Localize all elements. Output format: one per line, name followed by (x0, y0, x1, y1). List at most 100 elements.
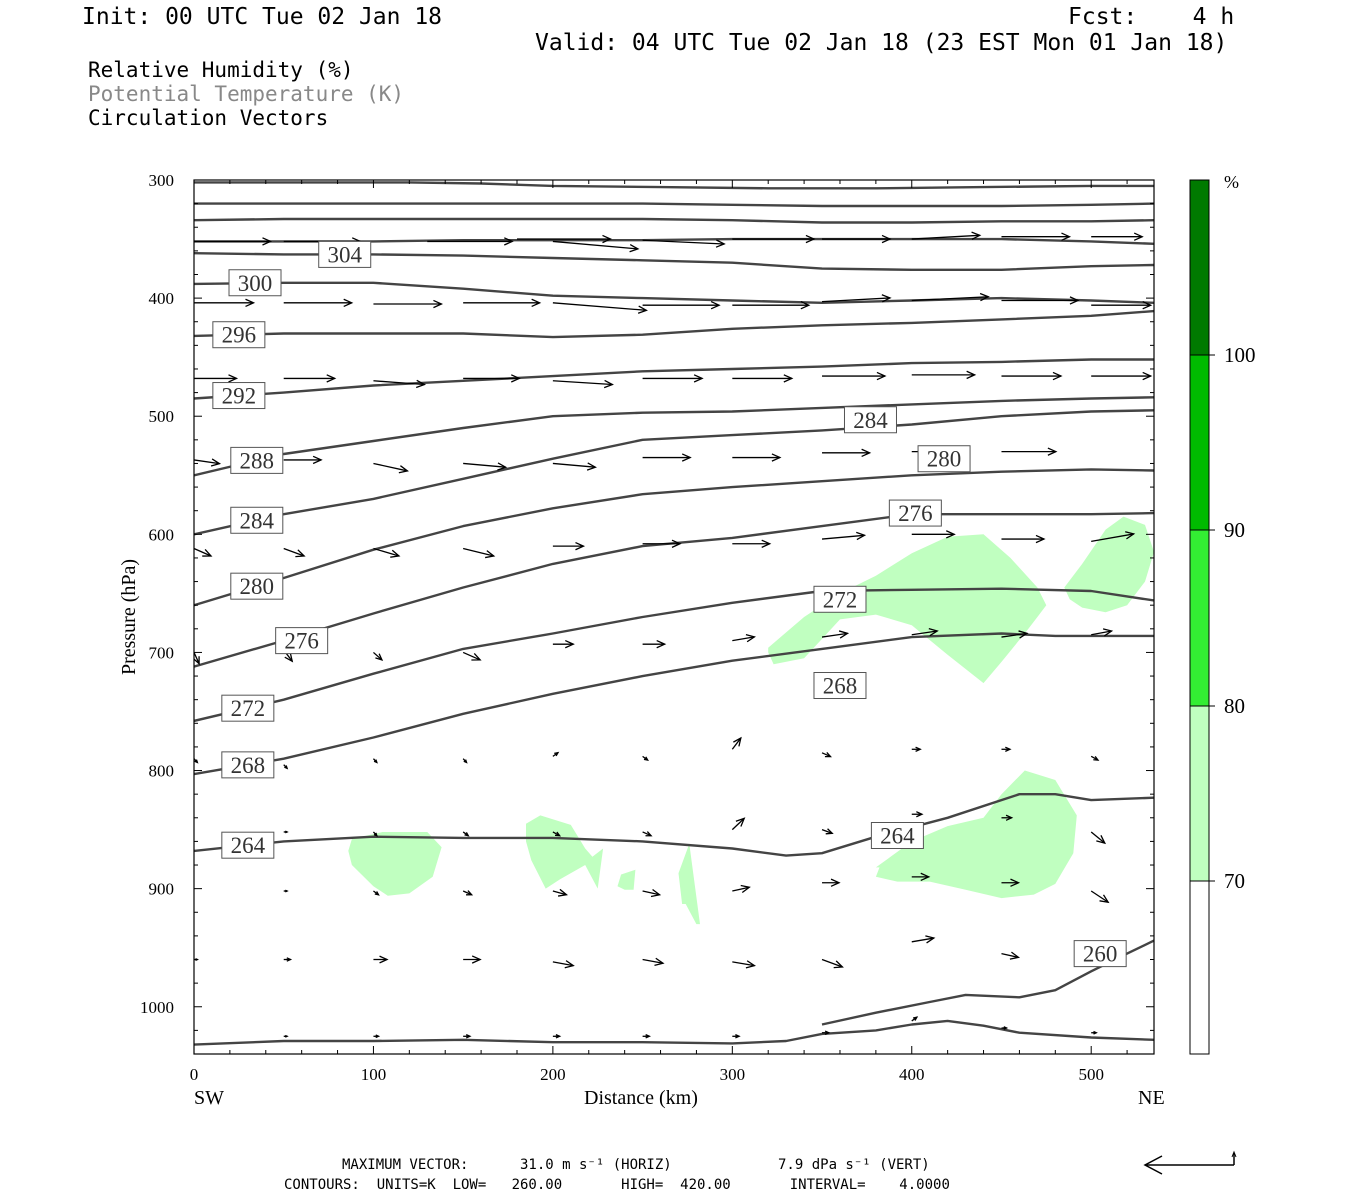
vector-head (554, 751, 560, 757)
circulation-vector-29 (732, 374, 794, 383)
vector-head (979, 292, 990, 302)
circulation-vector-6 (642, 239, 726, 248)
contour-label-box-264 (221, 831, 275, 859)
vector-head (876, 371, 887, 381)
vector-head (745, 960, 756, 969)
y-tick-label: 700 (149, 643, 175, 662)
vector-head (833, 960, 844, 969)
vector-head (586, 462, 597, 471)
vector-head (210, 458, 222, 467)
vector-shaft (373, 380, 425, 386)
circulation-vector-53 (1001, 534, 1046, 544)
circulation-vector-85 (1001, 814, 1014, 821)
vector-head (824, 1030, 831, 1036)
theta-contour-296 (194, 309, 1154, 339)
circulation-vector-69 (462, 758, 468, 764)
theta-contour-284 (194, 409, 1154, 536)
contour-label-text-268-inner: 268 (823, 674, 858, 699)
vector-head (945, 530, 956, 539)
y-tick-label: 800 (149, 762, 175, 781)
contours-info: CONTOURS: UNITS=K LOW= 260.00 HIGH= 420.… (284, 1177, 950, 1193)
contour-label-text-304: 304 (327, 242, 362, 267)
circulation-vector-93 (822, 878, 841, 887)
vector-head (681, 453, 692, 462)
vector-shaft (1001, 632, 1028, 638)
vector-head (1096, 835, 1107, 845)
rh-region-1 (348, 832, 442, 896)
theta-contour-288 (194, 396, 1154, 477)
contour-label-box-300 (228, 269, 282, 297)
contour-label-box-272 (221, 694, 275, 722)
vector-head (971, 231, 982, 240)
max-vector-horiz: 31.0 m s⁻¹ (HORIZ) (520, 1157, 672, 1173)
circulation-vector-96 (1090, 890, 1110, 904)
contour-label-text-272-inner: 272 (823, 587, 858, 612)
contour-label-304: 304 (318, 240, 372, 268)
vector-shaft (1091, 630, 1112, 636)
circulation-vector-37 (463, 462, 508, 471)
contour-label-text-264-inner: 264 (880, 824, 915, 849)
vector-shaft (821, 958, 843, 968)
legend-vectors: Circulation Vectors (88, 106, 329, 130)
vector-shaft (373, 547, 400, 557)
vector-shaft (732, 886, 750, 892)
circulation-vector-114 (822, 1030, 831, 1036)
vector-head (966, 370, 977, 380)
vector-head (1142, 301, 1153, 310)
y-tick-label: 500 (149, 407, 175, 426)
contour-label-280-inner: 280 (917, 445, 971, 473)
rh-region-4 (678, 843, 700, 925)
vector-head (326, 374, 337, 383)
contour-label-box-284-inner (843, 406, 897, 434)
circulation-vector-112 (642, 1034, 651, 1039)
contour-label-box-272-inner (813, 585, 867, 613)
vector-head (602, 234, 613, 244)
contour-label-box-292 (212, 382, 266, 410)
contour-label-box-304 (318, 240, 372, 268)
y-tick-label: 600 (149, 525, 175, 544)
vector-head (745, 634, 756, 643)
vector-head (1035, 534, 1046, 544)
vector-head (433, 299, 444, 309)
contour-label-box-296 (212, 321, 266, 349)
circulation-vector-50 (732, 539, 772, 548)
circulation-vector-81 (642, 831, 653, 837)
vector-head (629, 244, 640, 253)
circulation-vector-79 (462, 831, 470, 837)
circulation-vector-58 (462, 651, 482, 661)
theta-contour-264 (194, 793, 1154, 857)
y-tick-label: 400 (149, 289, 175, 308)
circulation-vector-1 (194, 237, 273, 246)
circulation-vector-89 (462, 890, 474, 896)
vector-head (564, 960, 575, 969)
vector-head (284, 889, 289, 893)
vector-head (1052, 371, 1063, 381)
vector-head (554, 831, 562, 837)
vector-head (830, 878, 841, 887)
vector-head (1047, 447, 1058, 456)
vector-head (374, 891, 380, 896)
circulation-vector-34 (194, 458, 222, 467)
vector-head (861, 448, 872, 458)
y-tick-label: 1000 (140, 998, 174, 1017)
vector-head (504, 237, 514, 246)
vector-shaft (462, 651, 481, 661)
vector-shaft (552, 890, 567, 896)
circulation-vector-101 (552, 960, 575, 969)
max-vector-label: MAXIMUM VECTOR: (342, 1157, 469, 1173)
x-axis-label: Distance (km) (584, 1087, 698, 1109)
circulation-vector-31 (911, 370, 977, 380)
circulation-vector-64 (1001, 630, 1029, 639)
circulation-vector-98 (283, 957, 293, 962)
vector-shaft (1090, 890, 1109, 903)
vector-shaft (552, 462, 596, 468)
max-vector-vert: 7.9 dPa s⁻¹ (VERT) (778, 1157, 930, 1173)
vector-shaft (552, 961, 574, 967)
contour-label-text-272: 272 (231, 696, 266, 721)
contour-label-text-296: 296 (222, 323, 257, 348)
vector-shaft (732, 961, 755, 967)
contour-label-284: 284 (230, 506, 284, 534)
vector-head (286, 957, 293, 962)
vector-head (464, 832, 470, 837)
theta-contour-276 (194, 511, 1154, 668)
